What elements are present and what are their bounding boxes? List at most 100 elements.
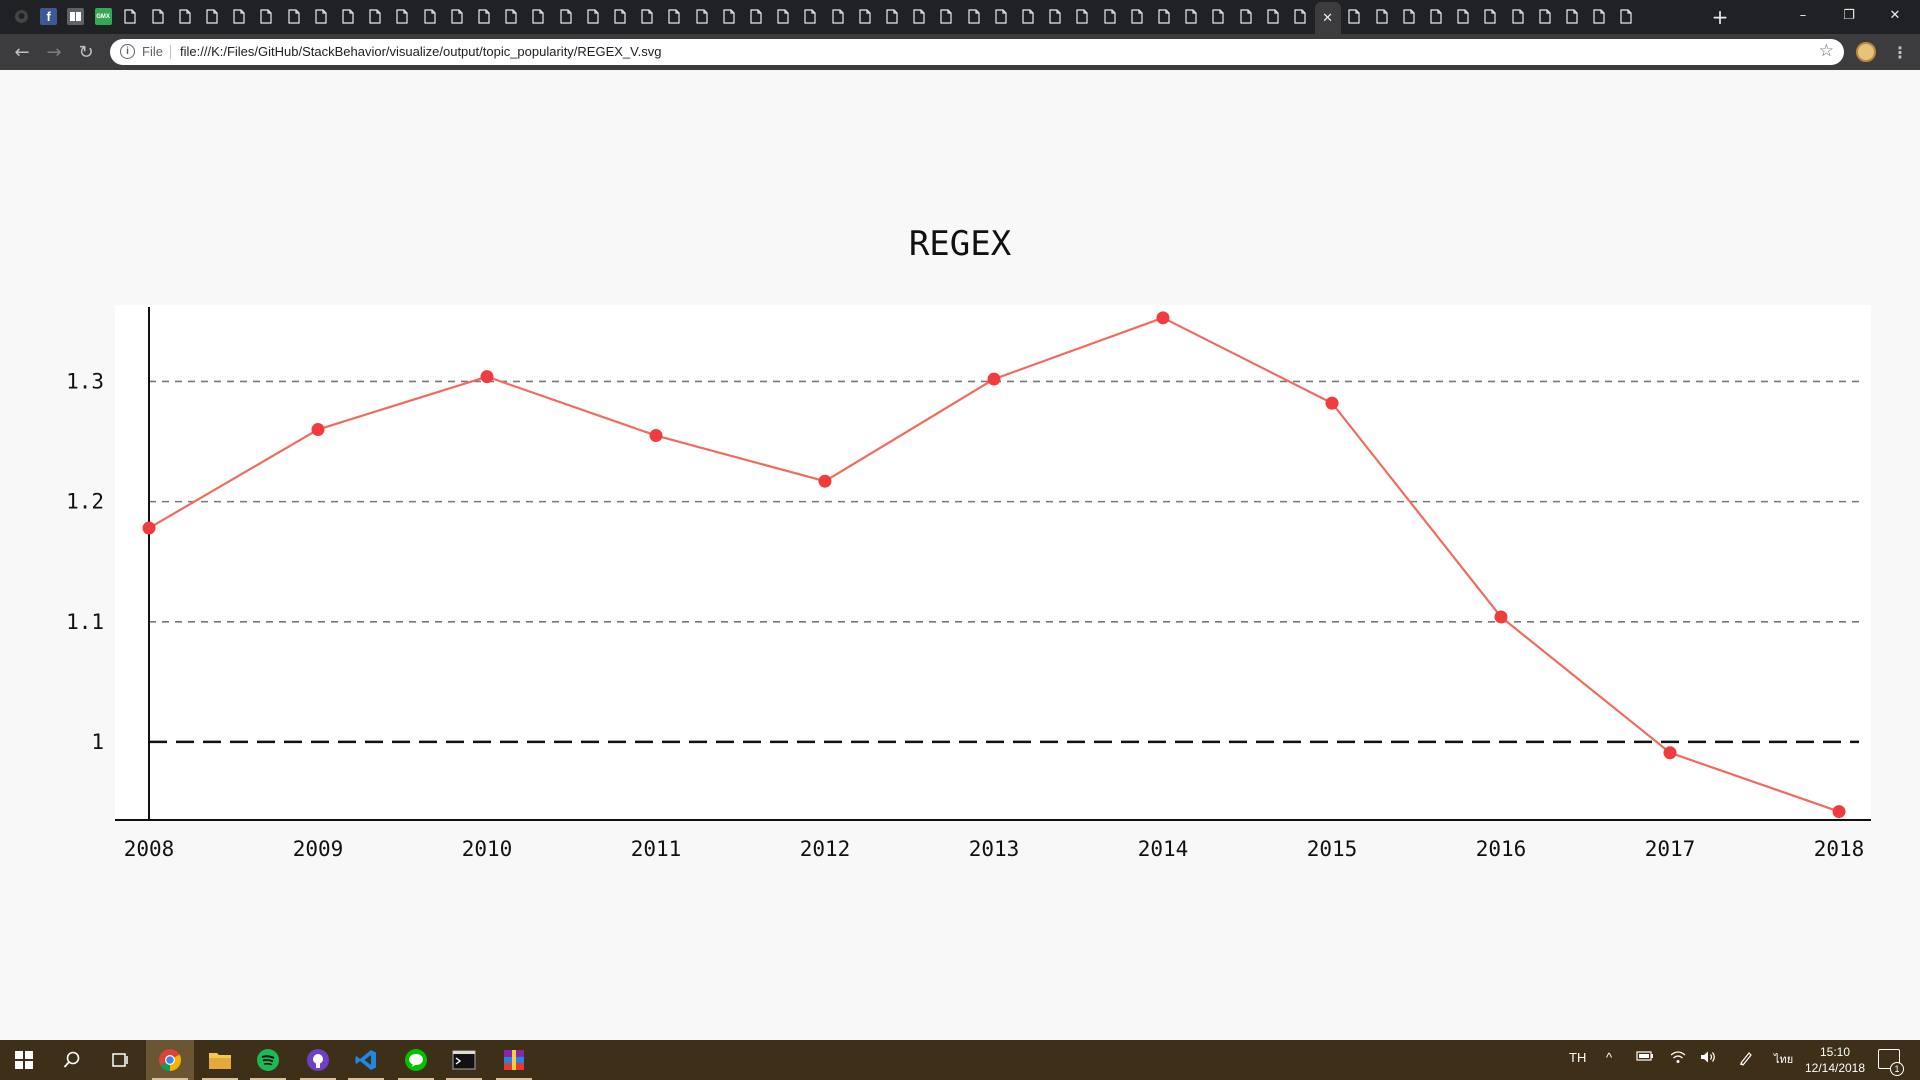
document-tab-icon[interactable] [775,8,792,25]
data-point[interactable] [1663,746,1677,760]
document-tab-icon[interactable] [1210,8,1227,25]
data-point[interactable] [1494,610,1508,624]
taskbar-terminal[interactable] [440,1040,488,1080]
document-tab-icon[interactable] [1047,8,1064,25]
document-tab-icon[interactable] [965,8,982,25]
document-tab-icon[interactable] [448,8,465,25]
document-tab-icon[interactable] [339,8,356,25]
document-tab-icon[interactable] [1373,8,1390,25]
reload-button[interactable]: ↻ [74,40,98,64]
start-button[interactable] [0,1040,48,1080]
document-tab-icon[interactable] [1346,8,1363,25]
taskbar-clock[interactable]: 15:10 12/14/2018 [1800,1044,1870,1076]
document-tab-icon[interactable] [639,8,656,25]
facebook-tab-icon[interactable]: f [40,8,58,25]
document-tab-icon[interactable] [1509,8,1526,25]
reader-tab-icon[interactable] [67,8,85,25]
ime-indicator[interactable]: ไทย [1774,1054,1794,1066]
document-tab-icon[interactable] [1237,8,1254,25]
document-tab-icon[interactable] [720,8,737,25]
document-tab-icon[interactable] [802,8,819,25]
restore-button[interactable]: ❐ [1843,7,1855,23]
star-icon[interactable]: ☆ [1818,41,1834,61]
taskbar-vscode[interactable] [342,1040,390,1080]
active-tab-close-button[interactable]: ✕ [1314,2,1341,34]
taskbar-winrar[interactable] [490,1040,538,1080]
github-tab-icon[interactable] [13,8,30,25]
data-point[interactable] [480,370,494,384]
taskbar-file-explorer[interactable] [196,1040,244,1080]
document-tab-icon[interactable] [1128,8,1145,25]
document-tab-icon[interactable] [231,8,248,25]
document-tab-icon[interactable] [1291,8,1308,25]
document-tab-icon[interactable] [747,8,764,25]
new-tab-button[interactable]: + [1711,5,1729,29]
battery-status[interactable] [1636,1050,1654,1065]
info-icon[interactable]: i [120,44,135,59]
search-button[interactable] [48,1040,96,1080]
document-tab-icon[interactable] [176,8,193,25]
input-language[interactable]: TH [1569,1050,1587,1065]
pen-workspace-button[interactable] [1738,1050,1754,1069]
back-button[interactable]: ← [10,40,34,64]
document-tab-icon[interactable] [367,8,384,25]
document-tab-icon[interactable] [1455,8,1472,25]
document-tab-icon[interactable] [938,8,955,25]
task-view-button[interactable] [96,1040,144,1080]
document-tab-icon[interactable] [1264,8,1281,25]
document-tab-icon[interactable] [203,8,220,25]
more-menu-button[interactable]: ⋮ [1888,40,1912,64]
profile-avatar[interactable] [1856,42,1876,62]
document-tab-icon[interactable] [312,8,329,25]
document-tab-icon[interactable] [1400,8,1417,25]
taskbar-github-desktop[interactable] [294,1040,342,1080]
green-app-tab-icon[interactable]: GMX [94,8,112,25]
document-tab-icon[interactable] [1427,8,1444,25]
document-tab-icon[interactable] [1536,8,1553,25]
document-tab-icon[interactable] [1155,8,1172,25]
document-tab-icon[interactable] [285,8,302,25]
data-point[interactable] [1156,311,1170,325]
url-text[interactable]: file:///K:/Files/GitHub/StackBehavior/vi… [180,44,662,59]
close-window-button[interactable]: ✕ [1889,7,1901,23]
document-tab-icon[interactable] [1591,8,1608,25]
document-tab-icon[interactable] [911,8,928,25]
taskbar-spotify[interactable] [244,1040,292,1080]
document-tab-icon[interactable] [122,8,139,25]
data-point[interactable] [987,372,1001,386]
document-tab-icon[interactable] [258,8,275,25]
document-tab-icon[interactable] [856,8,873,25]
document-tab-icon[interactable] [1563,8,1580,25]
volume-control[interactable] [1700,1050,1716,1067]
document-tab-icon[interactable] [666,8,683,25]
document-tab-icon[interactable] [421,8,438,25]
document-tab-icon[interactable] [829,8,846,25]
data-point[interactable] [311,423,325,437]
document-tab-icon[interactable] [1101,8,1118,25]
document-tab-icon[interactable] [584,8,601,25]
taskbar-chrome[interactable] [146,1040,194,1080]
document-tab-icon[interactable] [992,8,1009,25]
document-tab-icon[interactable] [530,8,547,25]
document-tab-icon[interactable] [503,8,520,25]
data-point[interactable] [818,474,832,488]
taskbar-line[interactable] [392,1040,440,1080]
forward-button[interactable]: → [42,40,66,64]
data-point[interactable] [142,521,156,535]
document-tab-icon[interactable] [883,8,900,25]
document-tab-icon[interactable] [149,8,166,25]
data-point[interactable] [1832,805,1846,819]
address-bar[interactable]: i File file:///K:/Files/GitHub/StackBeha… [110,39,1844,65]
document-tab-icon[interactable] [1183,8,1200,25]
document-tab-icon[interactable] [475,8,492,25]
minimize-button[interactable]: – [1799,7,1807,23]
document-tab-icon[interactable] [693,8,710,25]
document-tab-icon[interactable] [557,8,574,25]
document-tab-icon[interactable] [1074,8,1091,25]
action-center-button[interactable] [1878,1049,1900,1069]
document-tab-icon[interactable] [1019,8,1036,25]
data-point[interactable] [649,429,663,443]
document-tab-icon[interactable] [1618,8,1635,25]
document-tab-icon[interactable] [394,8,411,25]
network-status[interactable] [1670,1050,1686,1067]
